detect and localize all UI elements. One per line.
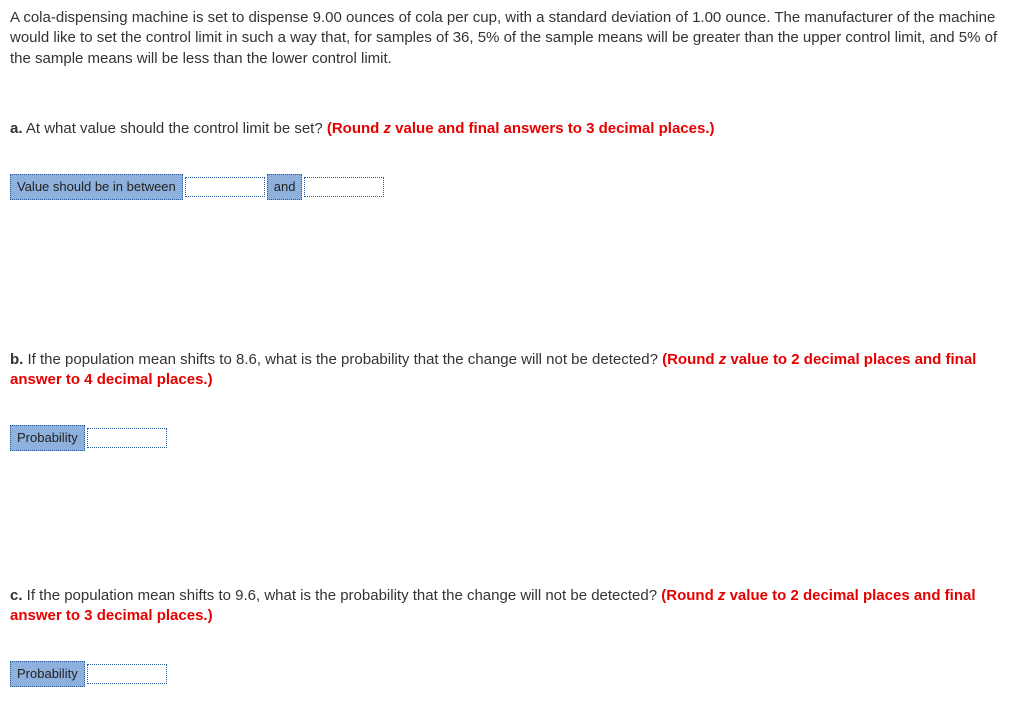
probability-b-input-wrap [87, 428, 167, 448]
answer-row-c: Probability [10, 661, 1014, 687]
question-c: c. If the population mean shifts to 9.6,… [10, 586, 1014, 687]
instr-post: value and final answers to 3 decimal pla… [391, 120, 714, 137]
part-a-label: a. [10, 120, 23, 137]
question-b: b. If the population mean shifts to 8.6,… [10, 350, 1014, 451]
instr-pre: (Round [327, 120, 384, 137]
probability-b-label: Probability [10, 425, 85, 451]
probability-c-input[interactable] [88, 665, 166, 683]
and-label: and [267, 174, 303, 200]
probability-b-input[interactable] [88, 429, 166, 447]
probability-c-input-wrap [87, 664, 167, 684]
upper-limit-input[interactable] [305, 178, 383, 196]
instr-pre: (Round [662, 351, 719, 368]
part-a-instruction: (Round z value and final answers to 3 de… [327, 120, 715, 137]
question-a: a. At what value should the control limi… [10, 119, 1014, 200]
lower-limit-input-wrap [185, 177, 265, 197]
value-between-label: Value should be in between [10, 174, 183, 200]
part-a-body: At what value should the control limit b… [23, 120, 327, 137]
probability-c-label: Probability [10, 661, 85, 687]
upper-limit-input-wrap [304, 177, 384, 197]
part-b-body: If the population mean shifts to 8.6, wh… [23, 351, 662, 368]
z-letter: z [384, 120, 392, 137]
part-c-label: c. [10, 587, 23, 604]
question-b-text: b. If the population mean shifts to 8.6,… [10, 350, 1014, 391]
part-b-label: b. [10, 351, 23, 368]
answer-row-a: Value should be in between and [10, 174, 1014, 200]
problem-intro: A cola-dispensing machine is set to disp… [10, 8, 1010, 69]
question-c-text: c. If the population mean shifts to 9.6,… [10, 586, 1014, 627]
instr-pre: (Round [661, 587, 718, 604]
lower-limit-input[interactable] [186, 178, 264, 196]
question-a-text: a. At what value should the control limi… [10, 119, 1014, 139]
part-c-body: If the population mean shifts to 9.6, wh… [23, 587, 662, 604]
answer-row-b: Probability [10, 425, 1014, 451]
